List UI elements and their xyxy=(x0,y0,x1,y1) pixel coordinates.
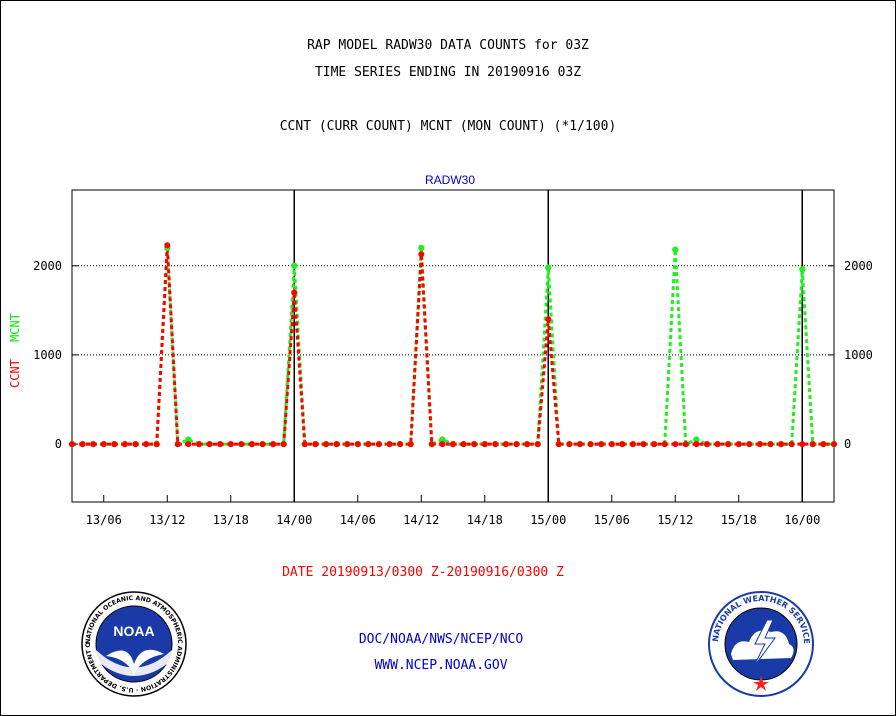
noaa-center-text: NOAA xyxy=(113,623,154,639)
nws-logo: NATIONAL WEATHER SERVICE xyxy=(708,591,814,697)
date-range: DATE 20190913/0300 Z-20190916/0300 Z xyxy=(282,565,564,580)
footer-org: DOC/NOAA/NWS/NCEP/NCO xyxy=(358,632,524,647)
noaa-logo: NATIONAL OCEANIC AND ATMOSPHERIC ADMINIS… xyxy=(80,590,187,697)
footer-url[interactable]: WWW.NCEP.NOAA.GOV xyxy=(374,658,508,673)
page-title: RAP MODEL RADW30 DATA COUNTS for 03Z xyxy=(307,38,589,53)
red-star-icon xyxy=(753,676,769,691)
legend-description: CCNT (CURR COUNT) MCNT (MON COUNT) (*1/1… xyxy=(279,119,617,134)
page-subtitle: TIME SERIES ENDING IN 20190916 03Z xyxy=(314,65,582,80)
